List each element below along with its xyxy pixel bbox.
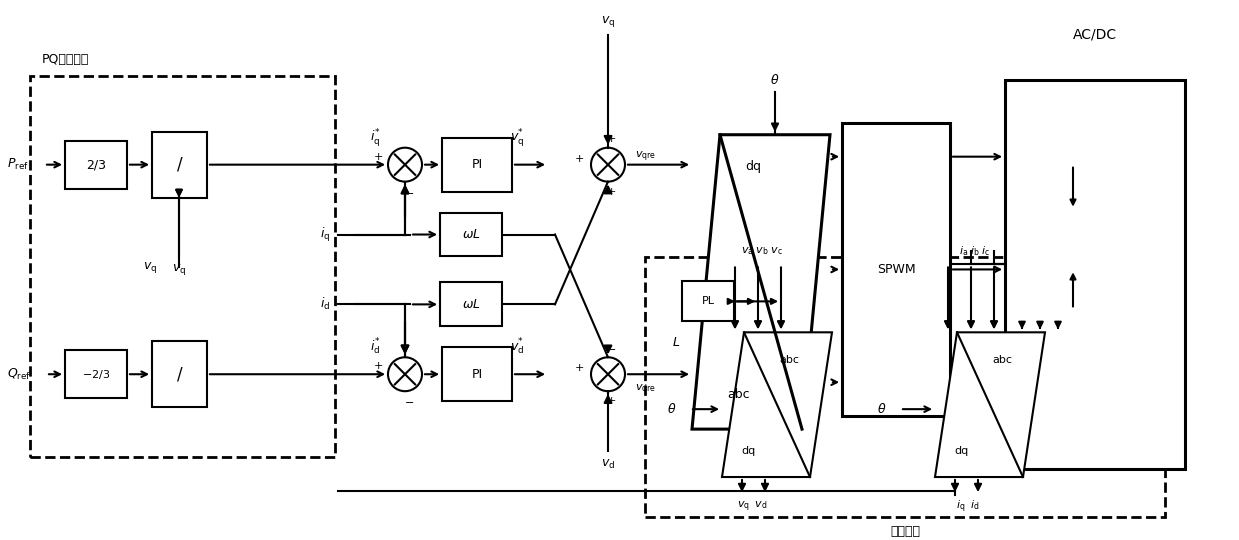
Text: $i_{\rm d}$: $i_{\rm d}$ [320, 296, 331, 313]
Text: $v_{\rm q}$: $v_{\rm q}$ [601, 15, 615, 30]
Text: $v_{\rm d}^{*}$: $v_{\rm d}^{*}$ [510, 337, 524, 357]
Text: /: / [177, 156, 182, 174]
Text: AC/DC: AC/DC [1073, 28, 1118, 42]
Text: PL: PL [701, 296, 715, 306]
FancyBboxPatch shape [152, 132, 207, 198]
Text: $\theta$: $\theta$ [771, 73, 779, 87]
Text: $v_{\rm q}$: $v_{\rm q}$ [172, 262, 186, 277]
Text: +: + [575, 154, 584, 164]
Text: +: + [373, 152, 383, 161]
Text: PI: PI [471, 158, 482, 171]
Text: $i_{\rm a}\;i_{\rm b}\;i_{\rm c}$: $i_{\rm a}\;i_{\rm b}\;i_{\rm c}$ [959, 245, 991, 258]
FancyBboxPatch shape [442, 347, 512, 401]
Text: $v_{\rm qre}$: $v_{\rm qre}$ [636, 150, 657, 164]
Text: +: + [575, 363, 584, 373]
Text: 坐标变换: 坐标变换 [890, 525, 921, 538]
Text: $\theta$: $\theta$ [877, 402, 887, 416]
Text: $v_{\rm a}\;v_{\rm b}\;v_{\rm c}$: $v_{\rm a}\;v_{\rm b}\;v_{\rm c}$ [741, 246, 783, 258]
Text: L: L [673, 336, 680, 349]
Text: $v_{\rm q}\;\;v_{\rm d}$: $v_{\rm q}\;\;v_{\rm d}$ [737, 500, 767, 514]
Text: $v_{\rm dre}$: $v_{\rm dre}$ [636, 382, 657, 394]
Text: PQ功率控制: PQ功率控制 [42, 53, 89, 66]
Text: $v_{\rm d}$: $v_{\rm d}$ [601, 457, 615, 470]
Text: $v_{\rm q}^{*}$: $v_{\rm q}^{*}$ [510, 127, 524, 148]
Polygon shape [693, 134, 830, 429]
Text: $Q_{\rm ref}$: $Q_{\rm ref}$ [7, 367, 31, 382]
Text: abc: abc [779, 355, 799, 365]
Text: $i_{\rm q}^{*}$: $i_{\rm q}^{*}$ [370, 127, 380, 148]
Text: $i_{\rm d}^{*}$: $i_{\rm d}^{*}$ [370, 337, 380, 357]
Text: $-$2/3: $-$2/3 [82, 368, 110, 381]
Text: dq: dq [746, 160, 762, 173]
Text: $i_{\rm q}$: $i_{\rm q}$ [320, 226, 331, 244]
Text: $-$: $-$ [606, 343, 616, 353]
FancyBboxPatch shape [681, 281, 733, 321]
Text: /: / [177, 365, 182, 383]
Text: $\omega L$: $\omega L$ [462, 228, 481, 241]
FancyBboxPatch shape [442, 138, 512, 192]
Text: 2/3: 2/3 [85, 158, 107, 171]
Text: dq: dq [741, 446, 756, 456]
Text: abc: abc [992, 355, 1012, 365]
Text: +: + [373, 361, 383, 371]
Text: $-$: $-$ [404, 396, 414, 406]
FancyBboxPatch shape [1005, 80, 1184, 469]
Text: +: + [606, 134, 616, 144]
Text: $-$: $-$ [404, 187, 414, 197]
Text: SPWM: SPWM [877, 263, 916, 276]
FancyBboxPatch shape [64, 350, 128, 398]
Polygon shape [935, 332, 1044, 477]
FancyBboxPatch shape [152, 341, 207, 407]
FancyBboxPatch shape [843, 123, 950, 416]
Text: $P_{\rm ref}$: $P_{\rm ref}$ [7, 157, 28, 172]
Text: abc: abc [727, 388, 750, 401]
Polygon shape [722, 332, 833, 477]
Text: $\omega L$: $\omega L$ [462, 298, 481, 311]
Text: PI: PI [471, 368, 482, 381]
FancyBboxPatch shape [440, 282, 502, 326]
Text: $i_{\rm q}\;\;i_{\rm d}$: $i_{\rm q}\;\;i_{\rm d}$ [957, 499, 980, 515]
Text: $\theta$: $\theta$ [668, 402, 676, 416]
Text: $v_{\rm q}$: $v_{\rm q}$ [142, 260, 157, 275]
FancyBboxPatch shape [440, 213, 502, 256]
FancyBboxPatch shape [64, 141, 128, 188]
Text: +: + [606, 396, 616, 406]
Text: dq: dq [954, 446, 969, 456]
Text: +: + [606, 187, 616, 197]
